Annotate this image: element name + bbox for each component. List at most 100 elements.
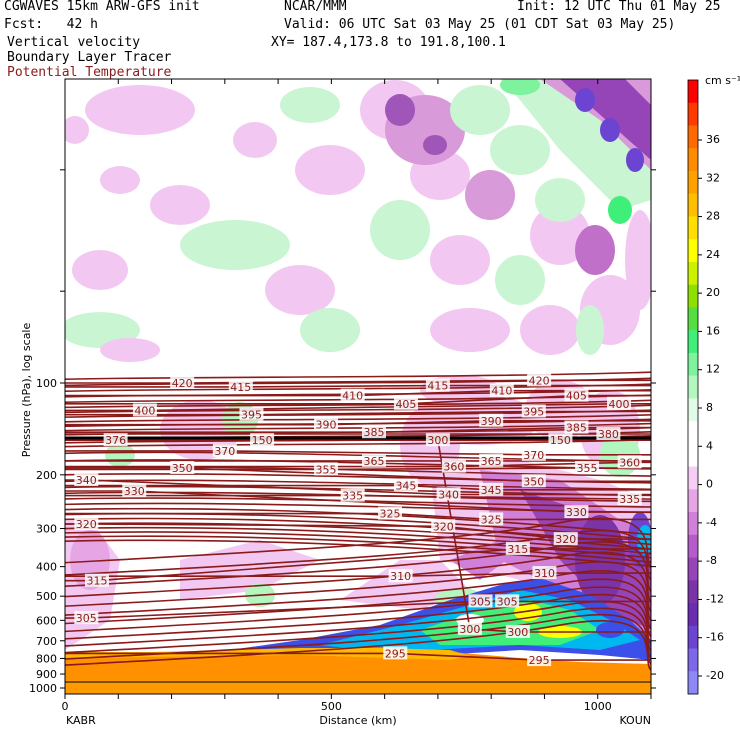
theta-label-bg	[74, 517, 99, 531]
theta-contour-extra	[65, 377, 651, 387]
theta-contour-295	[65, 652, 651, 661]
y-tick-label: 100	[36, 377, 57, 390]
theta-contour-extra	[65, 551, 651, 603]
theta-contour-extra	[65, 561, 651, 612]
theta-contour-extra	[65, 371, 651, 381]
theta-contour-label: 390	[481, 415, 502, 428]
y-tick-label: 900	[36, 668, 57, 681]
theta-label-bg	[479, 512, 504, 526]
theta-contour-label: 390	[316, 419, 337, 432]
theta-label-bg	[564, 388, 589, 402]
theta-contour-extra	[65, 479, 651, 491]
theta-label-bg	[239, 407, 264, 421]
x-tick-label: 1000	[584, 700, 612, 713]
colorbar-swatch	[688, 466, 698, 490]
upper-wave-blobs	[65, 80, 651, 362]
colorbar-swatch	[688, 443, 698, 468]
theta-label-bg	[84, 573, 109, 587]
theta-contour-label: 355	[316, 463, 337, 476]
theta-contour-extra	[65, 578, 651, 630]
theta-label-bg	[479, 413, 504, 427]
theta-label-bg	[607, 396, 632, 410]
theta-label-bg	[132, 403, 157, 417]
theta-contour-extra	[65, 389, 651, 398]
colorbar-tick-label: -4	[706, 516, 717, 529]
colorbar-frame	[687, 79, 699, 695]
theta-contour-extra	[65, 613, 651, 665]
colorbar-tick-label: 24	[706, 248, 720, 261]
theta-label-bg	[170, 376, 195, 389]
theta-label-bg	[340, 388, 365, 402]
theta-contour-label: 300	[427, 434, 448, 447]
theta-contour-label: 420	[529, 374, 550, 387]
colorbar-swatch	[688, 80, 698, 104]
colorbar-tick-label: 36	[706, 133, 720, 146]
theta-contour-label: 410	[342, 390, 363, 403]
theta-contour-label: 320	[555, 533, 576, 546]
colorbar-swatch	[688, 512, 698, 536]
colorbar-tick-label: 32	[706, 171, 720, 184]
theta-contour-label: 360	[619, 456, 640, 469]
theta-label-bg	[314, 417, 339, 431]
theta-contour-extra	[65, 399, 651, 409]
y-tick-label: 800	[36, 652, 57, 665]
colorbar-swatch	[688, 625, 698, 650]
colorbar-swatch	[688, 375, 698, 399]
theta-contour-label: 365	[363, 455, 384, 468]
theta-contour-label: 305	[470, 595, 491, 608]
colorbar-swatch	[688, 330, 698, 354]
colorbar-units: cm s⁻¹	[705, 74, 740, 87]
y-tick-label: 600	[36, 614, 57, 627]
theta-contour-labels: 420 415 415 410 410 420 405 405 400 400 395 395 390 3…	[74, 373, 642, 667]
diagonal-wave-band	[500, 79, 651, 224]
field-label-potential-temperature: Potential Temperature	[7, 65, 172, 80]
colorbar-swatch	[688, 603, 698, 627]
theta-label-bg	[617, 491, 642, 505]
theta-contour-extra	[65, 600, 651, 652]
x-axis-label: Distance (km)	[319, 714, 396, 727]
colorbar-swatch	[688, 284, 698, 308]
theta-contour-label: 320	[433, 520, 454, 533]
theta-label-bg	[505, 624, 530, 638]
theta-contour-label: 395	[523, 405, 544, 418]
right-endpoint-label: KOUN	[619, 714, 651, 727]
theta-contour-label: 360	[443, 461, 464, 474]
theta-label-bg	[436, 487, 461, 501]
theta-contour-315	[65, 548, 651, 582]
theta-contour-label: 350	[172, 462, 193, 475]
theta-label-bg	[489, 383, 514, 397]
y-tick-label: 500	[36, 590, 57, 603]
theta-contour-extra	[65, 466, 651, 477]
theta-contour-label: 405	[395, 398, 416, 411]
colorbar-swatch	[688, 102, 698, 126]
theta-contour-label: 295	[385, 647, 406, 660]
theta-contour-extra	[65, 619, 651, 671]
theta-contour-label: 315	[86, 575, 107, 588]
theta-label-bg	[377, 506, 402, 520]
theta-contour-label: 310	[390, 570, 411, 583]
theta-contour-extra	[65, 394, 651, 403]
theta-label-bg	[393, 396, 418, 410]
theta-label-bg	[361, 453, 386, 467]
theta-contour-label: 405	[566, 390, 587, 403]
colorbar-swatch	[688, 671, 698, 695]
colorbar-tick-label: 20	[706, 286, 720, 299]
theta-contour-label: 340	[76, 474, 97, 487]
forecast-hour: Fcst: 42 h	[4, 17, 98, 32]
theta-label-bg	[212, 443, 237, 457]
theta-contour-label: 330	[566, 506, 587, 519]
theta-contour-label: 310	[534, 567, 555, 580]
theta-contour-label: 380	[598, 428, 619, 441]
colorbar-swatch	[688, 352, 698, 377]
colorbar-tick-label: -20	[706, 669, 724, 682]
theta-label-bg	[495, 594, 520, 608]
theta-contour-extra	[65, 570, 651, 621]
colorbar-swatch	[688, 648, 698, 672]
colorbar-tick-label: 4	[706, 439, 713, 452]
theta-contour-label: 400	[609, 398, 630, 411]
colorbar-swatch	[688, 557, 698, 581]
colorbar-swatch	[688, 170, 698, 195]
field-label-vertical-velocity: Vertical velocity	[7, 35, 141, 50]
theta-contour-label: 410	[491, 385, 512, 398]
model-title: CGWAVES 15km ARW-GFS init	[4, 0, 200, 14]
